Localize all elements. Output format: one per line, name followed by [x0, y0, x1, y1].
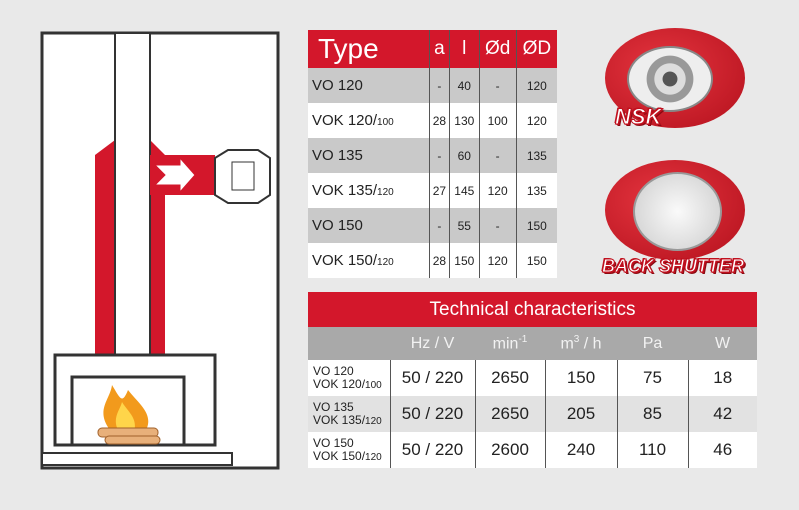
col-large-diameter: ØD: [515, 30, 557, 68]
nsk-bearing-badge: NSK: [605, 28, 745, 130]
hearth-base: [41, 452, 233, 466]
fan-motor: [231, 161, 255, 191]
types-table: Type a l Ød ØD VO 120-40-120 VOK 120/100…: [308, 30, 557, 278]
col-flow: m3 / h: [545, 327, 617, 360]
col-small-diameter: Ød: [478, 30, 517, 68]
chimney-pipe: [114, 32, 151, 356]
col-rpm: min-1: [475, 327, 545, 360]
tech-title: Technical characteristics: [308, 292, 757, 327]
col-type: Type: [308, 30, 430, 68]
tech-header-row: Hz / V min-1 m3 / h Pa W: [308, 327, 757, 360]
nsk-label: NSK: [614, 104, 662, 130]
col-w: W: [688, 327, 757, 360]
bearing-icon: [627, 46, 713, 112]
table-row: VOK 120/100 28 130 100 120: [308, 103, 557, 138]
chimney-sleeve-left: [95, 140, 115, 355]
table-row: VO 135 VOK 135/120 50 / 220 2650 205 85 42: [308, 396, 757, 432]
fan-unit: [214, 149, 271, 204]
col-l: l: [449, 30, 480, 68]
shutter-icon: [633, 172, 722, 251]
col-pa: Pa: [617, 327, 688, 360]
table-row: VO 120-40-120: [308, 68, 557, 103]
table-row: VO 120 VOK 120/100 50 / 220 2650 150 75 18: [308, 360, 757, 396]
table-row: VOK 135/120 27 145 120 135: [308, 173, 557, 208]
technical-characteristics-table: Technical characteristics Hz / V min-1 m…: [308, 292, 757, 468]
chimney-diagram: [40, 31, 280, 470]
col-a: a: [428, 30, 450, 68]
table-row: VO 150-55-150: [308, 208, 557, 243]
types-header-row: Type a l Ød ØD: [308, 30, 557, 68]
col-hz-v: Hz / V: [390, 327, 475, 360]
arrow-icon: [153, 156, 196, 194]
table-row: VO 135-60-135: [308, 138, 557, 173]
table-row: VOK 150/120 28 150 120 150: [308, 243, 557, 278]
back-shutter-badge: [605, 160, 745, 260]
back-shutter-label: BACK SHUTTER: [602, 256, 745, 277]
table-row: VO 150 VOK 150/120 50 / 220 2600 240 110 46: [308, 432, 757, 468]
